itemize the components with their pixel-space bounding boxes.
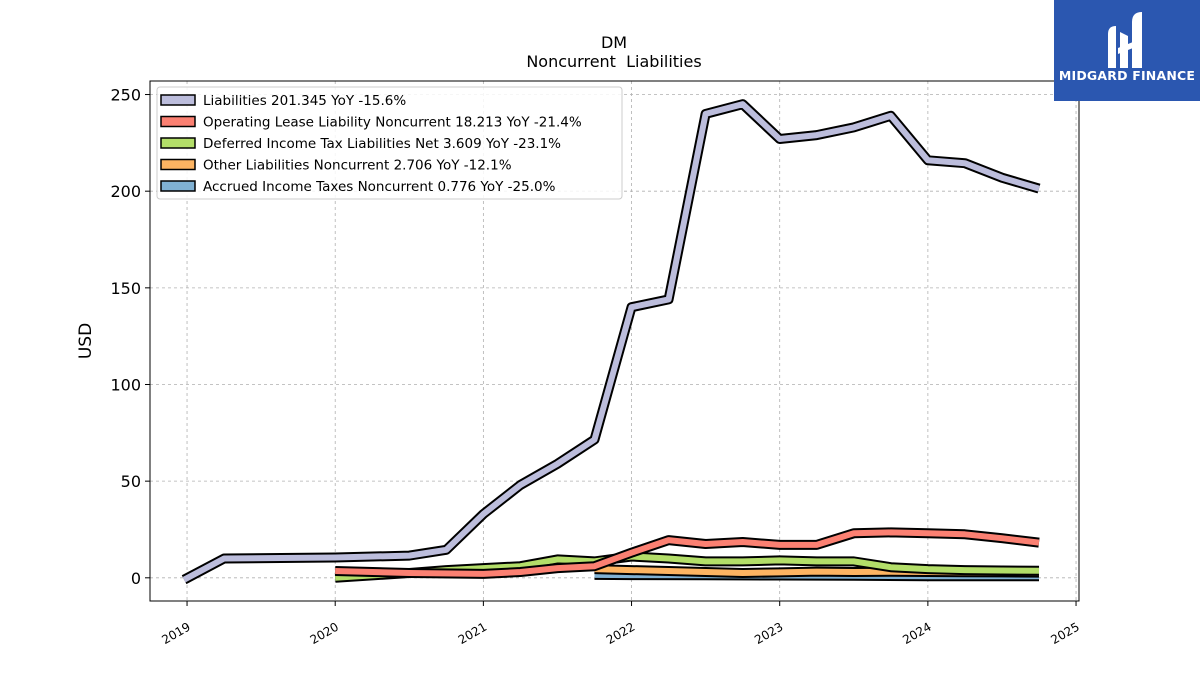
legend-swatch	[160, 180, 196, 192]
legend-label: Deferred Income Tax Liabilities Net 3.60…	[203, 136, 561, 152]
legend-label: Operating Lease Liability Noncurrent 18.…	[203, 115, 582, 131]
x-tick-label: 2020	[308, 620, 341, 647]
y-tick-label: 100	[110, 375, 141, 394]
series-line	[335, 553, 1040, 581]
y-tick-label: 50	[121, 472, 141, 491]
legend-label: Accrued Income Taxes Noncurrent 0.776 Yo…	[203, 179, 556, 195]
plot-frame	[149, 80, 1080, 602]
series-operating_lease	[335, 527, 1040, 579]
legend-swatch	[160, 94, 196, 106]
legend-swatch	[160, 115, 196, 128]
chart-subtitle: Noncurrent Liabilities	[526, 52, 701, 71]
y-axis-label: USD	[76, 323, 96, 359]
legend-swatch	[160, 137, 196, 149]
legend-swatch	[160, 158, 196, 171]
legend-label: Other Liabilities Noncurrent 2.706 YoY -…	[203, 158, 512, 174]
logo: MIDGARD FINANCE	[1054, 0, 1200, 101]
chart-title: DM	[601, 33, 627, 52]
y-tick-label: 200	[110, 182, 141, 201]
legend: Liabilities 201.345 YoY -15.6% Operating …	[156, 86, 623, 200]
logo-text: MIDGARD FINANCE	[1058, 68, 1196, 83]
x-tick-label: 2023	[752, 620, 785, 647]
y-tick-label: 150	[110, 279, 141, 298]
x-tick-label: 2022	[604, 620, 637, 647]
series-layer	[181, 99, 1041, 585]
y-tick-label: 0	[131, 569, 141, 588]
x-tick-label: 2024	[900, 620, 933, 647]
midgard-logo-icon	[1108, 12, 1142, 68]
x-tick-label: 2025	[1048, 620, 1081, 647]
legend-label: Liabilities 201.345 YoY -15.6%	[203, 93, 406, 109]
series-line	[182, 101, 1040, 583]
x-tick-label: 2021	[456, 620, 489, 647]
legend-box	[156, 86, 623, 200]
x-tick-label: 2019	[159, 620, 192, 647]
series-liabilities	[181, 99, 1041, 585]
series-deferred_tax	[334, 551, 1040, 583]
y-tick-label: 250	[110, 86, 141, 105]
series-line	[335, 529, 1040, 577]
